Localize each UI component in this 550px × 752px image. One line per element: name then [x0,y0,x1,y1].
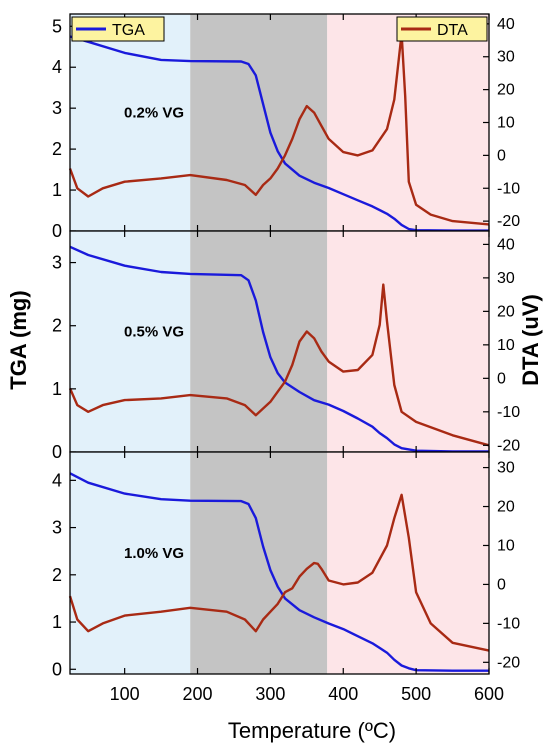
right-tick-label: -10 [497,180,520,197]
right-tick-label: 40 [497,16,515,33]
x-tick-label: 300 [255,684,285,704]
left-tick-label: 0 [52,659,62,679]
right-tick-label: 0 [497,370,506,387]
left-tick-label: 2 [52,316,62,336]
left-tick-label: 1 [52,612,62,632]
right-tick-label: 10 [497,115,515,132]
panel-2: 0 1 2 3 -20 -10 0 10 20 30 40 0.5% VG [52,230,520,462]
right-tick-label: 30 [497,49,515,66]
panel-annotation: 0.2% VG [124,105,184,122]
right-tick-label: 40 [497,236,515,253]
tga-line [69,35,489,232]
right-tick-label: 20 [497,82,515,99]
left-tick-label: 4 [52,57,62,77]
shaded-region-1 [70,452,191,674]
y-axis-label-left: TGA (mg) [6,290,31,389]
left-tick-label: 0 [52,442,62,462]
legend-tga-label: TGA [112,22,145,39]
x-tick-label: 400 [328,684,358,704]
panel-1: 0 1 2 3 4 5 -20 -10 0 10 20 30 40 0.2% VG [52,13,520,241]
tga-line [69,245,489,453]
x-axis-label: Temperature (ºC) [228,718,396,743]
right-tick-label: 0 [497,576,506,593]
right-tick-label: -20 [497,654,520,671]
legend-dta-label: DTA [437,22,468,39]
x-tick-label: 600 [474,684,504,704]
left-tick-label: 3 [52,98,62,118]
right-tick-label: 20 [497,499,515,516]
panel-3: 0 1 2 3 4 -20 -10 0 10 20 30 1.0% VG [52,451,520,679]
left-tick-label: 0 [52,221,62,241]
tga-line [69,472,489,672]
panel-annotation: 0.5% VG [124,324,184,341]
left-tick-label: 5 [52,16,62,36]
right-tick-label: 30 [497,270,515,287]
x-tick-label: 100 [110,684,140,704]
right-tick-label: 0 [497,147,506,164]
panel-annotation: 1.0% VG [124,545,184,562]
left-tick-label: 2 [52,565,62,585]
right-tick-label: -10 [497,615,520,632]
shaded-region-3 [327,452,489,674]
right-tick-label: 20 [497,303,515,320]
shaded-region-3 [327,231,489,452]
left-tick-label: 3 [52,518,62,538]
legend-tga: TGA [71,16,165,42]
shaded-region-2 [190,14,328,231]
right-tick-label: -20 [497,213,520,230]
x-tick-label: 500 [401,684,431,704]
right-tick-label: -20 [497,437,520,454]
dta-line [68,493,490,652]
x-tick-label: 200 [182,684,212,704]
panel-frame [69,451,490,675]
left-tick-label: 3 [52,253,62,273]
shaded-region-2 [190,231,328,452]
shaded-region-1 [70,231,191,452]
shaded-region-1 [70,14,191,231]
right-tick-label: 30 [497,460,515,477]
dta-line [68,32,490,226]
left-tick-label: 2 [52,139,62,159]
right-tick-label: 10 [497,337,515,354]
y-axis-label-right: DTA (uV) [518,294,543,386]
right-tick-label: -10 [497,404,520,421]
legend-dta: DTA [396,16,488,42]
left-tick-label: 1 [52,180,62,200]
shaded-region-2 [190,452,328,674]
right-tick-label: 10 [497,537,515,554]
left-tick-label: 4 [52,470,62,490]
left-tick-label: 1 [52,379,62,399]
dta-line [68,283,490,447]
shaded-region-3 [327,14,489,231]
